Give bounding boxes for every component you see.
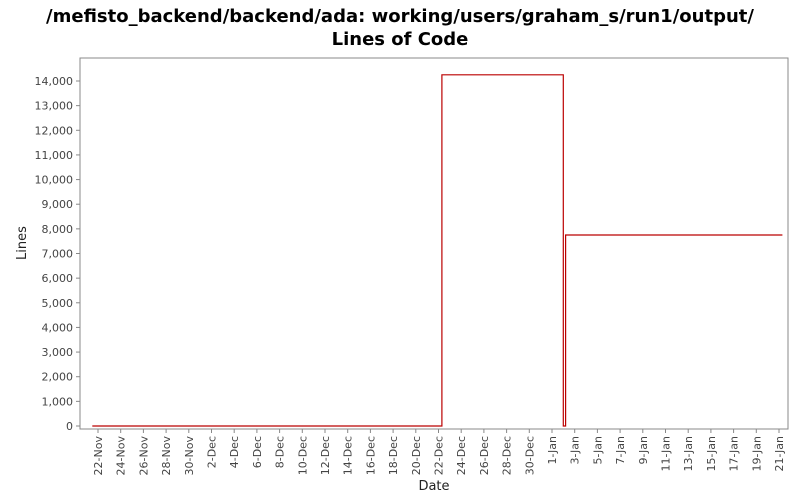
x-tick-label: 8-Dec [274, 436, 287, 468]
plot-area [79, 57, 789, 430]
y-tick-label: 3,000 [42, 346, 74, 359]
x-tick-label: 24-Dec [455, 436, 468, 475]
x-tick-label: 5-Jan [591, 436, 604, 465]
x-tick-label: 15-Jan [705, 436, 718, 472]
y-tick-label: 10,000 [35, 174, 74, 187]
y-tick-label: 7,000 [42, 248, 74, 261]
x-tick-label: 21-Jan [773, 436, 786, 472]
x-tick-label: 22-Dec [433, 436, 446, 475]
x-tick-label: 16-Dec [364, 436, 377, 475]
y-tick-label: 4,000 [42, 321, 74, 334]
y-tick-label: 14,000 [35, 75, 74, 88]
x-tick-label: 30-Dec [523, 436, 536, 475]
x-tick-label: 30-Nov [183, 436, 196, 476]
x-tick-label: 3-Jan [569, 436, 582, 465]
x-tick-label: 10-Dec [296, 436, 309, 475]
x-tick-label: 22-Nov [92, 436, 105, 476]
x-tick-label: 13-Jan [682, 436, 695, 472]
chart-subtitle: Lines of Code [331, 29, 469, 50]
x-tick-label: 28-Dec [501, 436, 514, 475]
y-tick-label: 9,000 [42, 198, 74, 211]
x-tick-label: 4-Dec [228, 436, 241, 468]
series-line [92, 74, 783, 427]
chart-title: /mefisto_backend/backend/ada: working/us… [46, 6, 754, 27]
y-tick-label: 8,000 [42, 223, 74, 236]
x-axis-label: Date [418, 479, 449, 494]
y-tick-label: 6,000 [42, 272, 74, 285]
x-tick-label: 14-Dec [342, 436, 355, 475]
x-tick-label: 19-Jan [750, 436, 763, 472]
x-tick-label: 12-Dec [319, 436, 332, 475]
y-tick-label: 11,000 [35, 149, 74, 162]
y-tick-label: 12,000 [35, 124, 74, 137]
y-tick-label: 0 [66, 420, 73, 433]
x-tick-label: 6-Dec [251, 436, 264, 468]
x-tick-label: 2-Dec [206, 436, 219, 468]
y-tick-label: 2,000 [42, 371, 74, 384]
x-tick-label: 20-Dec [410, 436, 423, 475]
y-tick-label: 5,000 [42, 297, 74, 310]
x-tick-label: 11-Jan [660, 436, 673, 472]
x-tick-label: 28-Nov [160, 436, 173, 476]
x-tick-label: 26-Dec [478, 436, 491, 475]
y-tick-label: 1,000 [42, 395, 74, 408]
x-tick-label: 24-Nov [115, 436, 128, 476]
series-layer [92, 74, 783, 427]
x-axis: 22-Nov 24-Nov 26-Nov 28-Nov 30-Nov 2-Dec 4-Dec… [92, 429, 786, 475]
x-tick-label: 7-Jan [614, 436, 627, 465]
y-axis-label: Lines [15, 226, 30, 260]
x-tick-label: 1-Jan [546, 436, 559, 465]
x-tick-label: 17-Jan [728, 436, 741, 472]
x-tick-label: 9-Jan [637, 436, 650, 465]
x-tick-label: 18-Dec [387, 436, 400, 475]
x-tick-label: 26-Nov [137, 436, 150, 476]
y-tick-label: 13,000 [35, 100, 74, 113]
y-axis: 0 1,000 2,000 3,000 4,000 5,000 6,000 7,000 8,00… [35, 75, 80, 433]
